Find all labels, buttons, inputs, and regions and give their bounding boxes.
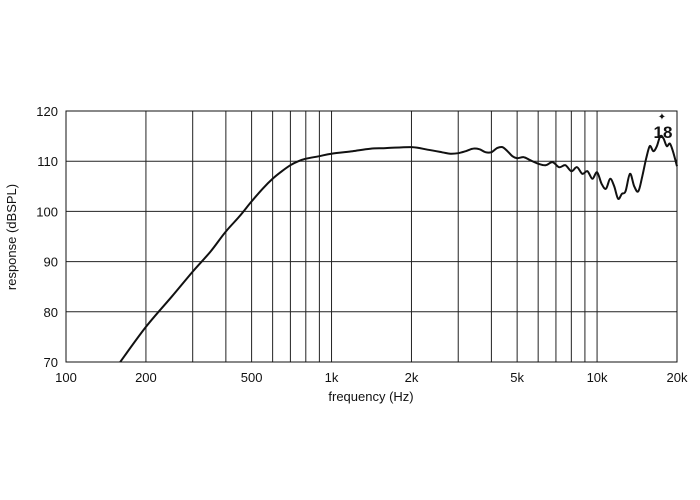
x-tick-label: 2k <box>405 370 419 385</box>
brand-logo: ✦ 18 <box>654 112 673 142</box>
plot-frame <box>65 110 678 363</box>
y-tick-label: 100 <box>36 204 58 219</box>
x-tick-label: 1k <box>325 370 339 385</box>
x-axis-label: frequency (Hz) <box>328 389 413 404</box>
x-tick-label: 100 <box>55 370 77 385</box>
brand-logo-star-icon: ✦ <box>658 112 666 123</box>
x-tick-label: 20k <box>667 370 688 385</box>
x-tick-labels: 100 200 500 1k 2k 5k 10k 20k <box>55 370 688 385</box>
y-axis-label: response (dBSPL) <box>4 184 19 290</box>
y-tick-labels: 70 80 90 100 110 120 <box>36 104 58 370</box>
x-tick-label: 5k <box>510 370 524 385</box>
y-tick-label: 80 <box>44 305 58 320</box>
x-tick-label: 10k <box>587 370 608 385</box>
x-tick-label: 500 <box>241 370 263 385</box>
y-tick-label: 70 <box>44 355 58 370</box>
response-curve-line <box>119 134 678 363</box>
series-group <box>119 134 678 363</box>
x-tick-label: 200 <box>135 370 157 385</box>
y-tick-label: 90 <box>44 255 58 270</box>
y-tick-label: 110 <box>37 154 58 169</box>
brand-logo-text: 18 <box>654 123 673 142</box>
y-tick-label: 120 <box>36 104 58 119</box>
